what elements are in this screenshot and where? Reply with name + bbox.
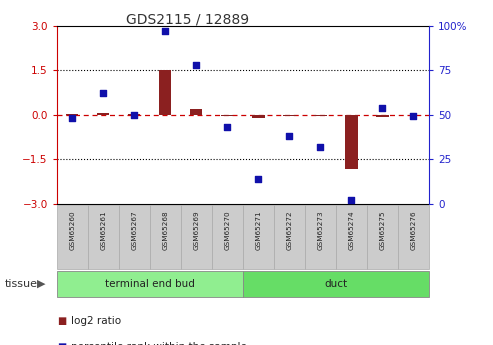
Bar xyxy=(57,271,243,297)
Bar xyxy=(305,205,336,269)
Text: ■: ■ xyxy=(57,342,66,345)
Bar xyxy=(190,109,203,115)
Bar xyxy=(283,115,295,116)
Text: GDS2115 / 12889: GDS2115 / 12889 xyxy=(126,12,249,26)
Point xyxy=(223,125,231,130)
Text: GSM65274: GSM65274 xyxy=(349,210,354,250)
Bar xyxy=(336,205,367,269)
Text: GSM65272: GSM65272 xyxy=(286,210,292,250)
Point xyxy=(410,114,418,119)
Bar xyxy=(97,113,109,115)
Text: ■: ■ xyxy=(57,316,66,326)
Point xyxy=(317,144,324,149)
Text: tissue: tissue xyxy=(5,279,38,289)
Bar xyxy=(150,205,181,269)
Text: GSM65271: GSM65271 xyxy=(255,210,261,250)
Point xyxy=(379,105,387,110)
Text: GSM65268: GSM65268 xyxy=(162,210,168,250)
Point xyxy=(130,112,138,117)
Bar xyxy=(221,115,234,116)
Bar xyxy=(398,205,429,269)
Text: GSM65269: GSM65269 xyxy=(193,210,199,250)
Bar xyxy=(119,205,150,269)
Text: GSM65275: GSM65275 xyxy=(380,210,386,250)
Bar xyxy=(88,205,119,269)
Text: GSM65267: GSM65267 xyxy=(131,210,137,250)
Bar xyxy=(128,114,141,115)
Point xyxy=(161,28,169,34)
Bar xyxy=(314,115,326,116)
Text: ▶: ▶ xyxy=(37,279,46,289)
Bar xyxy=(66,114,78,115)
Bar xyxy=(181,205,212,269)
Point xyxy=(68,116,76,121)
Bar xyxy=(274,205,305,269)
Text: terminal end bud: terminal end bud xyxy=(105,279,195,289)
Bar xyxy=(345,115,357,169)
Bar xyxy=(159,70,172,115)
Text: log2 ratio: log2 ratio xyxy=(71,316,122,326)
Point xyxy=(192,62,200,68)
Bar xyxy=(243,271,429,297)
Text: GSM65276: GSM65276 xyxy=(410,210,417,250)
Bar xyxy=(376,115,388,117)
Point xyxy=(254,176,262,181)
Text: GSM65273: GSM65273 xyxy=(317,210,323,250)
Bar xyxy=(252,115,265,118)
Bar xyxy=(212,205,243,269)
Point xyxy=(348,197,355,203)
Bar xyxy=(243,205,274,269)
Bar xyxy=(367,205,398,269)
Text: GSM65261: GSM65261 xyxy=(100,210,106,250)
Point xyxy=(285,133,293,139)
Text: duct: duct xyxy=(324,279,348,289)
Text: percentile rank within the sample: percentile rank within the sample xyxy=(71,342,247,345)
Bar xyxy=(57,205,88,269)
Text: GSM65260: GSM65260 xyxy=(69,210,75,250)
Point xyxy=(99,91,107,96)
Text: GSM65270: GSM65270 xyxy=(224,210,230,250)
